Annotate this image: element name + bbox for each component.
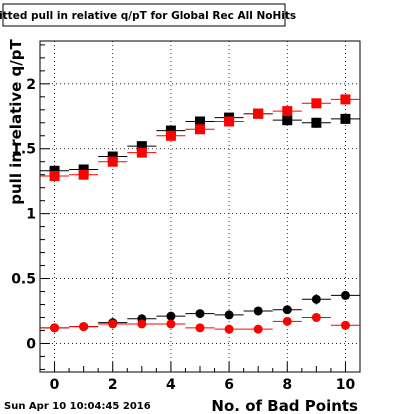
data-point-square bbox=[107, 156, 118, 167]
chart-title: Fitted pull in relative q/pT for Global … bbox=[0, 10, 296, 22]
data-point-square bbox=[311, 117, 322, 128]
data-point-circle bbox=[282, 305, 292, 315]
data-point-circle bbox=[224, 310, 234, 320]
data-point-circle bbox=[340, 290, 350, 300]
title-box: Fitted pull in relative q/pT for Global … bbox=[0, 3, 296, 27]
x-tick-label: 4 bbox=[166, 377, 176, 393]
data-point-circle bbox=[166, 319, 176, 329]
data-point-circle bbox=[253, 306, 263, 316]
data-point-square bbox=[195, 124, 205, 135]
x-tick-label: 2 bbox=[108, 377, 118, 393]
data-point-square bbox=[282, 115, 293, 126]
data-point-circle bbox=[224, 324, 234, 334]
data-point-circle bbox=[311, 312, 321, 322]
title-frame bbox=[2, 3, 286, 27]
data-point-circle bbox=[340, 320, 350, 330]
y-tick-label: 2 bbox=[26, 77, 36, 93]
data-point-square bbox=[49, 165, 60, 176]
data-point-square bbox=[78, 169, 89, 180]
data-point-circle bbox=[253, 324, 263, 334]
data-point-square bbox=[165, 125, 176, 136]
y-tick-label: 0 bbox=[26, 336, 36, 352]
data-point-square bbox=[107, 151, 118, 162]
data-point-square bbox=[282, 106, 293, 117]
timestamp-footer: Sun Apr 10 10:04:45 2016 bbox=[4, 401, 151, 412]
x-tick-label: 0 bbox=[50, 377, 60, 393]
y-tick-label: 1.5 bbox=[11, 142, 36, 158]
data-point-square bbox=[165, 130, 176, 141]
data-point-square bbox=[224, 116, 235, 127]
x-axis-title: No. of Bad Points bbox=[211, 397, 358, 414]
data-point-circle bbox=[79, 322, 89, 332]
plot-area: 0 2 4 6 8 10 0 0.5 1 1.5 2 bbox=[11, 40, 361, 393]
data-point-square bbox=[311, 98, 322, 109]
y-tick-label: 1 bbox=[26, 207, 36, 223]
data-point-circle bbox=[282, 316, 292, 326]
x-tick-label: 6 bbox=[224, 377, 234, 393]
data-point-circle bbox=[311, 294, 321, 304]
y-tick-label: 0.5 bbox=[11, 272, 36, 288]
x-tick-label: 8 bbox=[282, 377, 292, 393]
data-point-square bbox=[136, 141, 147, 152]
data-point-square bbox=[195, 116, 205, 127]
data-point-circle bbox=[137, 319, 147, 329]
data-point-circle bbox=[108, 319, 118, 329]
data-point-square bbox=[136, 147, 147, 158]
x-tick-label: 10 bbox=[336, 377, 356, 393]
data-point-square bbox=[340, 94, 351, 105]
data-point-square bbox=[49, 170, 60, 181]
data-point-square bbox=[340, 113, 351, 124]
y-axis-title: pull in relative q/pT bbox=[7, 38, 25, 204]
data-point-square bbox=[253, 108, 264, 119]
data-point-circle bbox=[50, 323, 60, 333]
data-point-circle bbox=[166, 311, 176, 321]
data-point-square bbox=[78, 164, 89, 175]
data-point-circle bbox=[195, 323, 205, 333]
data-point-circle bbox=[195, 309, 205, 319]
